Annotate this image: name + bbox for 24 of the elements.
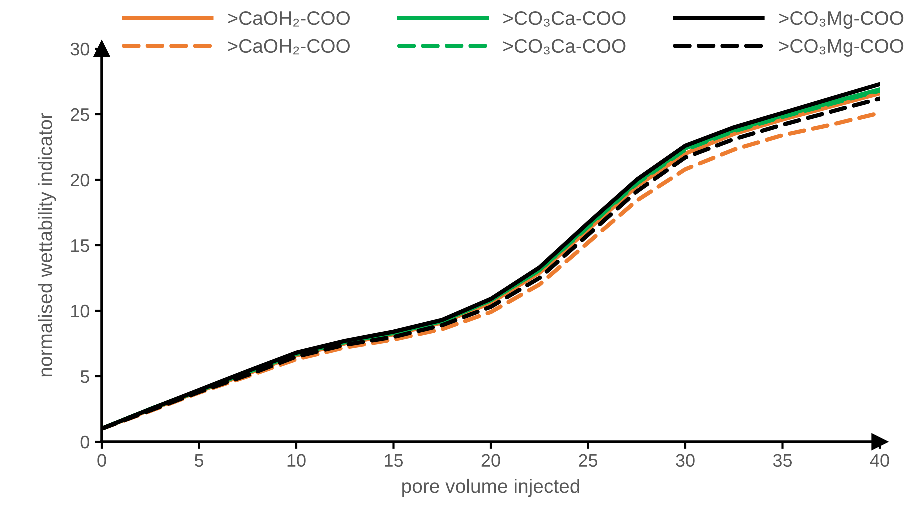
x-tick-label: 40 — [870, 454, 890, 468]
x-tick-label: 10 — [288, 454, 306, 468]
x-tick-label: 0 — [98, 454, 106, 468]
x-tick-label: 30 — [676, 454, 695, 468]
x-tick-label: 25 — [579, 454, 598, 468]
legend-label: >CO₃Ca-COO — [504, 39, 626, 55]
x-tick-label: 15 — [385, 454, 404, 468]
legend-label: >CO₃Mg-COO — [779, 39, 904, 57]
legend-label: >CaOH₂-COO — [228, 11, 350, 27]
x-tick-label: 35 — [773, 454, 792, 468]
y-tick-label: 5 — [80, 370, 90, 384]
y-tick-label: 20 — [71, 174, 90, 187]
y-tick-label: 25 — [71, 108, 90, 122]
legend-label: >CO₃Ca-COO — [504, 11, 626, 27]
x-axis-title: pore volume injected — [402, 478, 580, 498]
x-tick-label: 5 — [194, 454, 204, 468]
y-tick-label: 15 — [71, 240, 90, 252]
y-axis-title: normalised wettability indicator — [38, 113, 56, 377]
legend-label: >CO₃Mg-COO — [779, 11, 904, 30]
y-tick-label: 30 — [70, 42, 90, 56]
y-tick-label: 10 — [71, 304, 90, 318]
legend-label: >CaOH₂-COO — [228, 39, 350, 55]
y-tick-label: 0 — [80, 436, 90, 449]
x-tick-label: 20 — [482, 454, 500, 468]
